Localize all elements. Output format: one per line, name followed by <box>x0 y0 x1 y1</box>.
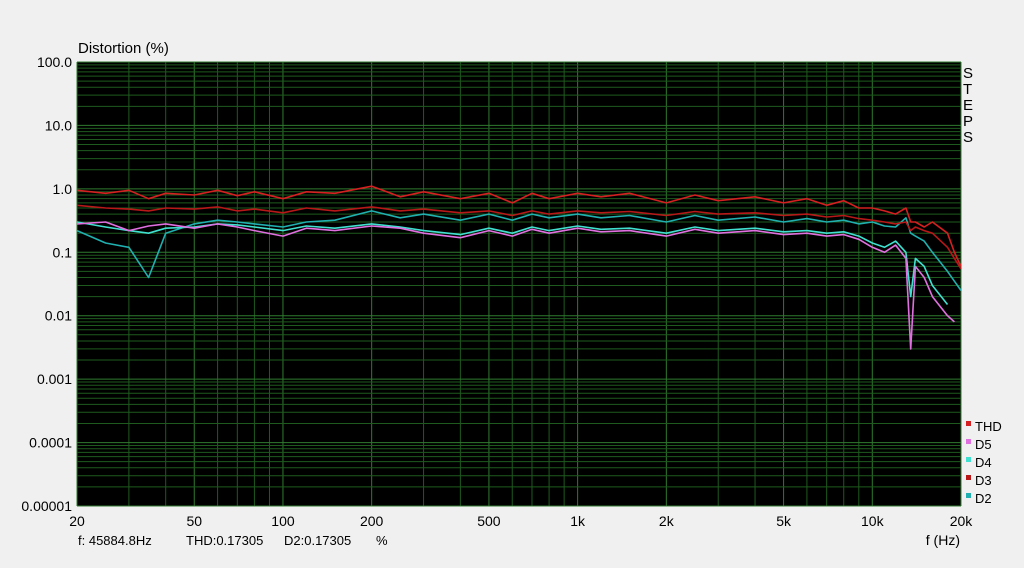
x-tick-label: 50 <box>186 513 202 529</box>
y-tick-label: 0.1 <box>53 244 73 260</box>
legend-label-d2: D2 <box>975 491 992 506</box>
y-tick-label: 100.0 <box>37 54 72 70</box>
x-tick-label: 20k <box>950 513 974 529</box>
x-tick-label: 1k <box>570 513 586 529</box>
steps-letter: S <box>963 129 973 146</box>
legend-label-d5: D5 <box>975 437 992 452</box>
series-line-thd <box>76 185 962 267</box>
y-tick-label: 0.0001 <box>29 435 72 451</box>
legend-swatch-d3 <box>966 475 971 480</box>
series-line-d3 <box>76 204 962 270</box>
x-tick-label: 200 <box>360 513 384 529</box>
legend-swatch-d5 <box>966 439 971 444</box>
status-frequency: f: 45884.8Hz <box>78 533 152 548</box>
legend-label-d4: D4 <box>975 455 992 470</box>
y-tick-label: 0.01 <box>45 308 72 324</box>
plot-background <box>77 62 961 506</box>
x-axis-label: f (Hz) <box>926 532 960 548</box>
legend-swatch-d2 <box>966 493 971 498</box>
x-tick-label: 2k <box>659 513 675 529</box>
series-line-d5 <box>76 221 955 350</box>
steps-letter: T <box>963 81 972 98</box>
steps-letter: S <box>963 65 973 82</box>
chart-title: Distortion (%) <box>78 40 169 57</box>
status-unit: % <box>376 533 388 548</box>
legend: THD D5 D4 D3 D2 <box>966 419 1002 506</box>
legend-swatch-d4 <box>966 457 971 462</box>
x-tick-label: 10k <box>861 513 885 529</box>
y-tick-label: 0.00001 <box>21 498 72 514</box>
x-tick-label: 20 <box>69 513 85 529</box>
x-tick-label: 5k <box>776 513 792 529</box>
legend-label-d3: D3 <box>975 473 992 488</box>
legend-label-thd: THD <box>975 419 1002 434</box>
series-line-d4 <box>76 221 949 305</box>
x-tick-label: 100 <box>271 513 295 529</box>
grid <box>76 61 962 507</box>
status-thd: THD:0.17305 <box>186 533 263 548</box>
y-tick-label: 10.0 <box>45 117 72 133</box>
x-tick-label: 500 <box>477 513 501 529</box>
series-line-d2 <box>76 210 962 291</box>
legend-swatch-thd <box>966 421 971 426</box>
steps-letter: P <box>963 113 973 130</box>
series-layer <box>76 185 962 350</box>
status-d2: D2:0.17305 <box>284 533 351 548</box>
y-tick-label: 0.001 <box>37 371 72 387</box>
steps-letter: E <box>963 97 973 114</box>
y-tick-label: 1.0 <box>53 181 73 197</box>
